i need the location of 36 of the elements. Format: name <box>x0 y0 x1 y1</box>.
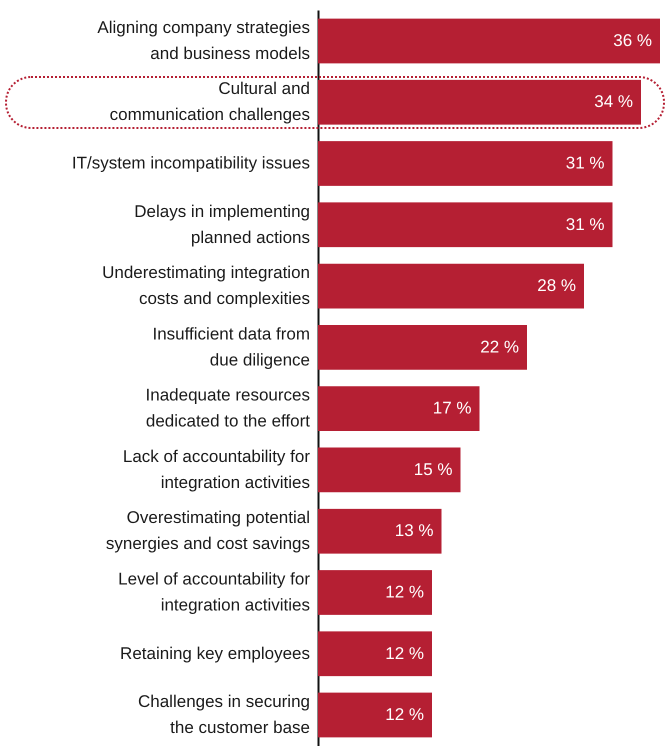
y-tick-label: Cultural and communication challenges <box>110 79 310 124</box>
y-tick-label: Underestimating integration costs and complexities <box>102 263 310 308</box>
bar <box>318 202 612 248</box>
y-tick-label: Lack of accountability for integration activities <box>122 446 310 492</box>
data-label: 12 % <box>385 644 424 663</box>
bar <box>318 631 432 676</box>
bar <box>318 324 527 370</box>
y-tick-label: Challenges in securing the customer base <box>138 692 310 738</box>
bar <box>318 692 432 738</box>
data-label: 12 % <box>385 705 424 724</box>
y-tick-label: Delays in implementing planned actions <box>134 202 310 247</box>
y-tick-label: Overestimating potential synergies and cost savings <box>106 508 310 554</box>
y-tick-label: Inadequate resources dedicated to the effort <box>146 386 310 431</box>
bar <box>318 18 660 64</box>
bar <box>318 386 480 432</box>
bar <box>318 141 612 186</box>
data-label: 31 % <box>566 154 604 173</box>
data-label: 15 % <box>414 460 452 479</box>
bar <box>318 80 641 125</box>
data-label: 22 % <box>480 337 519 356</box>
data-label: 36 % <box>613 30 652 50</box>
data-label: 13 % <box>394 521 434 540</box>
data-label: 12 % <box>385 582 424 602</box>
y-tick-label: Retaining key employees <box>120 644 310 663</box>
data-label: 34 % <box>594 92 633 112</box>
y-tick-label: Level of accountability for integration activities <box>118 569 310 614</box>
bar <box>318 448 460 492</box>
bar <box>318 264 584 308</box>
y-tick-label: Insufficient data from due diligence <box>152 324 310 370</box>
bar <box>318 508 442 554</box>
bar <box>318 570 432 615</box>
data-label: 17 % <box>432 398 472 418</box>
y-tick-label: IT/system incompatibility issues <box>72 154 310 173</box>
data-label: 28 % <box>537 276 576 296</box>
data-label: 31 % <box>566 214 604 234</box>
y-tick-label: Aligning company strategies and business models <box>97 18 310 63</box>
